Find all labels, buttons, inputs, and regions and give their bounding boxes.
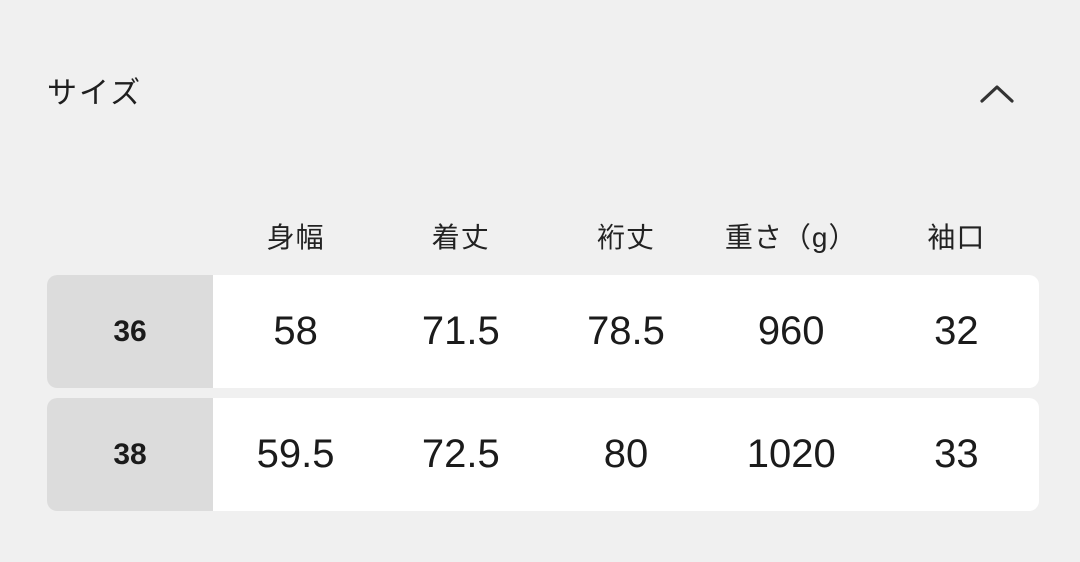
header-spacer-cell [47, 204, 213, 268]
size-section-header: サイズ [47, 0, 1039, 112]
value-cuff: 32 [934, 309, 979, 353]
size-label-cell: 38 [47, 398, 213, 511]
value-body-width: 59.5 [256, 432, 335, 476]
value-sleeve-length: 78.5 [587, 309, 665, 353]
size-section-title: サイズ [47, 77, 143, 110]
column-header-cuff: 袖口 [927, 222, 986, 253]
value-sleeve-length: 80 [603, 432, 649, 476]
chevron-up-icon [979, 83, 1015, 105]
table-header-row: 身幅 着丈 裄丈 重さ（g） 袖口 [47, 204, 1039, 268]
size-table: 身幅 着丈 裄丈 重さ（g） 袖口 36 58 71.5 78.5 960 32… [47, 204, 1039, 511]
value-length: 72.5 [421, 432, 500, 476]
table-row-size-38: 38 59.5 72.5 80 1020 33 [47, 398, 1039, 511]
column-header-weight: 重さ（g） [724, 222, 858, 253]
value-weight: 1020 [746, 432, 836, 476]
value-body-width: 58 [273, 309, 318, 353]
value-weight: 960 [757, 309, 825, 353]
size-section: サイズ 身幅 着丈 裄丈 重さ（g） 袖口 36 58 71.5 78.5 96… [47, 0, 1039, 511]
value-cuff: 33 [934, 432, 979, 476]
value-length: 71.5 [421, 309, 500, 353]
column-header-sleeve-length: 裄丈 [596, 222, 655, 253]
size-label-cell: 36 [47, 275, 213, 388]
column-header-body-width: 身幅 [266, 222, 325, 253]
table-row-size-36: 36 58 71.5 78.5 960 32 [47, 275, 1039, 388]
column-header-length: 着丈 [431, 222, 490, 253]
collapse-section-button[interactable] [979, 83, 1015, 105]
